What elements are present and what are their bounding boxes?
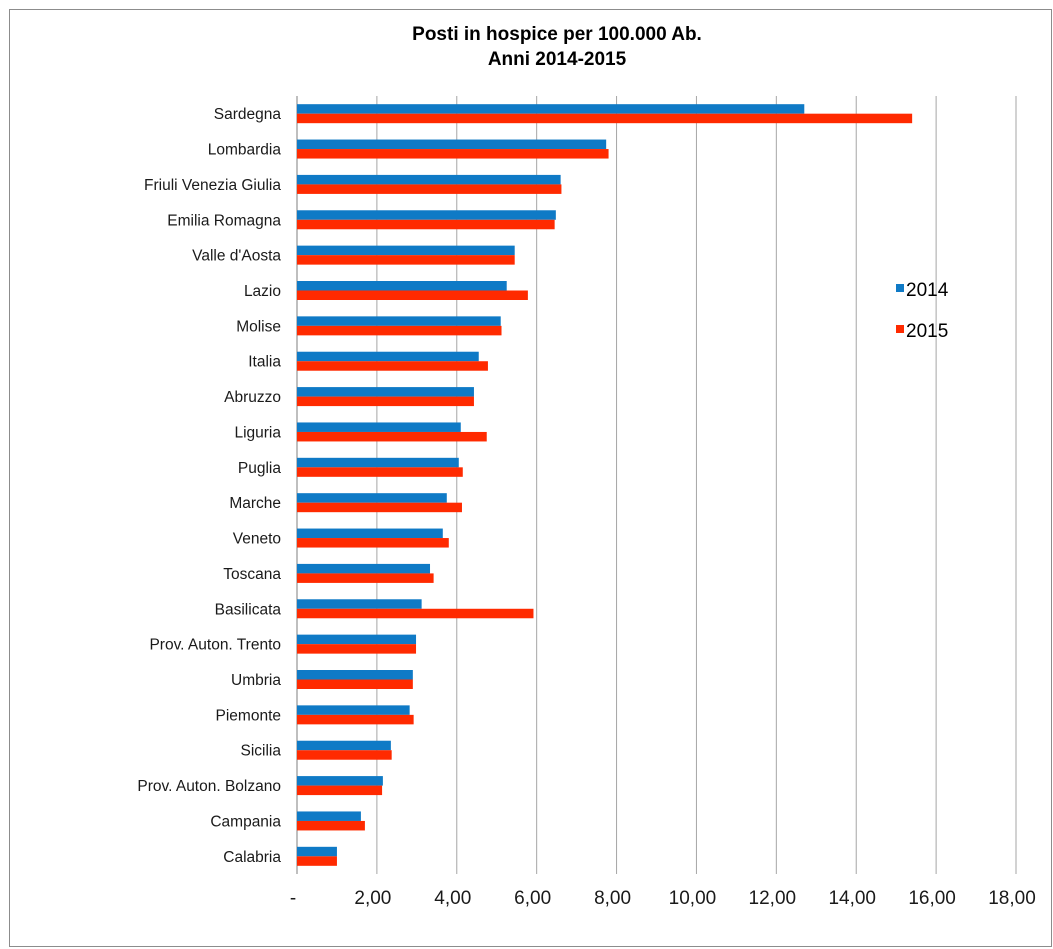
x-tick-label: 10,00 (669, 888, 717, 909)
legend-swatch-2014 (896, 284, 904, 292)
legend-label-2015: 2015 (906, 321, 948, 342)
category-label: Prov. Auton. Trento (149, 637, 281, 654)
chart-frame (9, 9, 1052, 947)
bar-2015 (297, 219, 555, 230)
chart-title: Posti in hospice per 100.000 Ab. Anni 20… (412, 24, 702, 70)
bar-2014 (297, 705, 410, 715)
category-label: Campania (210, 813, 281, 830)
bar-2015 (297, 573, 434, 583)
bar-2015 (297, 538, 449, 548)
bar-2014 (297, 528, 443, 539)
bar-2015 (297, 714, 414, 725)
bar-2014 (297, 740, 391, 751)
category-label: Molise (236, 318, 281, 335)
bar-2015 (297, 502, 462, 513)
bar-2014 (297, 104, 805, 114)
bar-2015 (297, 113, 913, 124)
chart-title-line-2: Anni 2014-2015 (488, 49, 627, 70)
bar-2014 (297, 457, 459, 468)
bar-2014 (297, 174, 561, 185)
category-label: Basilicata (215, 601, 282, 618)
bar-2014 (297, 387, 474, 397)
legend-swatch-2015 (896, 325, 904, 333)
bar-2015 (297, 255, 515, 265)
bar-2014 (297, 670, 413, 680)
legend-label-2014: 2014 (906, 280, 949, 301)
x-tick-label: 4,00 (434, 888, 471, 909)
category-label: Lombardia (208, 142, 282, 159)
bar-2015 (297, 785, 383, 796)
bar-2015 (297, 467, 463, 477)
bar-2015 (297, 361, 488, 371)
bar-2015 (297, 820, 365, 831)
bar-2014 (297, 599, 422, 609)
bar-2014 (297, 316, 501, 326)
bar-2015 (297, 396, 474, 407)
category-label: Valle d'Aosta (192, 248, 281, 265)
bar-2015 (297, 750, 392, 760)
bar-2014 (297, 776, 383, 786)
bar-2015 (297, 679, 413, 689)
bars (297, 104, 913, 866)
category-label: Umbria (231, 672, 281, 689)
x-tick-label: 16,00 (908, 888, 956, 909)
bar-2015 (297, 856, 337, 866)
bar-2015 (297, 431, 487, 442)
category-label: Emilia Romagna (167, 212, 281, 229)
category-label: Calabria (223, 849, 281, 866)
category-label: Lazio (244, 283, 281, 300)
category-label: Veneto (233, 531, 281, 548)
x-tick-label: 8,00 (594, 888, 631, 909)
category-label: Piemonte (216, 707, 281, 724)
category-label: Marche (229, 495, 281, 512)
category-label: Prov. Auton. Bolzano (137, 778, 281, 795)
bar-2015 (297, 325, 502, 336)
category-label: Puglia (238, 460, 281, 477)
bar-2014 (297, 811, 361, 821)
category-label: Sicilia (241, 743, 282, 760)
x-tick-label: 12,00 (749, 888, 797, 909)
legend: 2014 2015 (896, 280, 949, 342)
bar-2014 (297, 351, 479, 362)
bar-2014 (297, 210, 556, 220)
category-label: Sardegna (214, 106, 282, 123)
category-label: Toscana (223, 566, 281, 583)
category-label: Friuli Venezia Giulia (144, 177, 281, 194)
x-tick-label: - (290, 888, 296, 909)
bar-2014 (297, 493, 447, 503)
category-label: Abruzzo (224, 389, 281, 406)
x-axis-tick-labels: - 2,00 4,00 6,00 8,00 10,00 12,00 14,00 16,00 18,… (290, 888, 1036, 909)
bar-2015 (297, 184, 562, 194)
bar-2014 (297, 139, 607, 150)
x-tick-label: 18,00 (988, 888, 1036, 909)
bar-2014 (297, 281, 507, 291)
bar-2014 (297, 245, 515, 256)
x-tick-label: 6,00 (514, 888, 551, 909)
x-tick-label: 2,00 (354, 888, 391, 909)
bar-2014 (297, 422, 461, 432)
chart-title-line-1: Posti in hospice per 100.000 Ab. (412, 24, 702, 45)
category-label: Italia (248, 354, 281, 371)
category-label: Liguria (234, 424, 281, 441)
category-labels: Sardegna Lombardia Friuli Venezia Giulia Em… (137, 106, 281, 866)
bar-2015 (297, 290, 528, 300)
bar-2015 (297, 149, 609, 159)
bar-2015 (297, 608, 534, 619)
bar-2015 (297, 644, 417, 654)
x-tick-label: 14,00 (828, 888, 876, 909)
bar-2014 (297, 634, 417, 645)
bar-2014 (297, 563, 431, 574)
bar-2014 (297, 846, 337, 857)
